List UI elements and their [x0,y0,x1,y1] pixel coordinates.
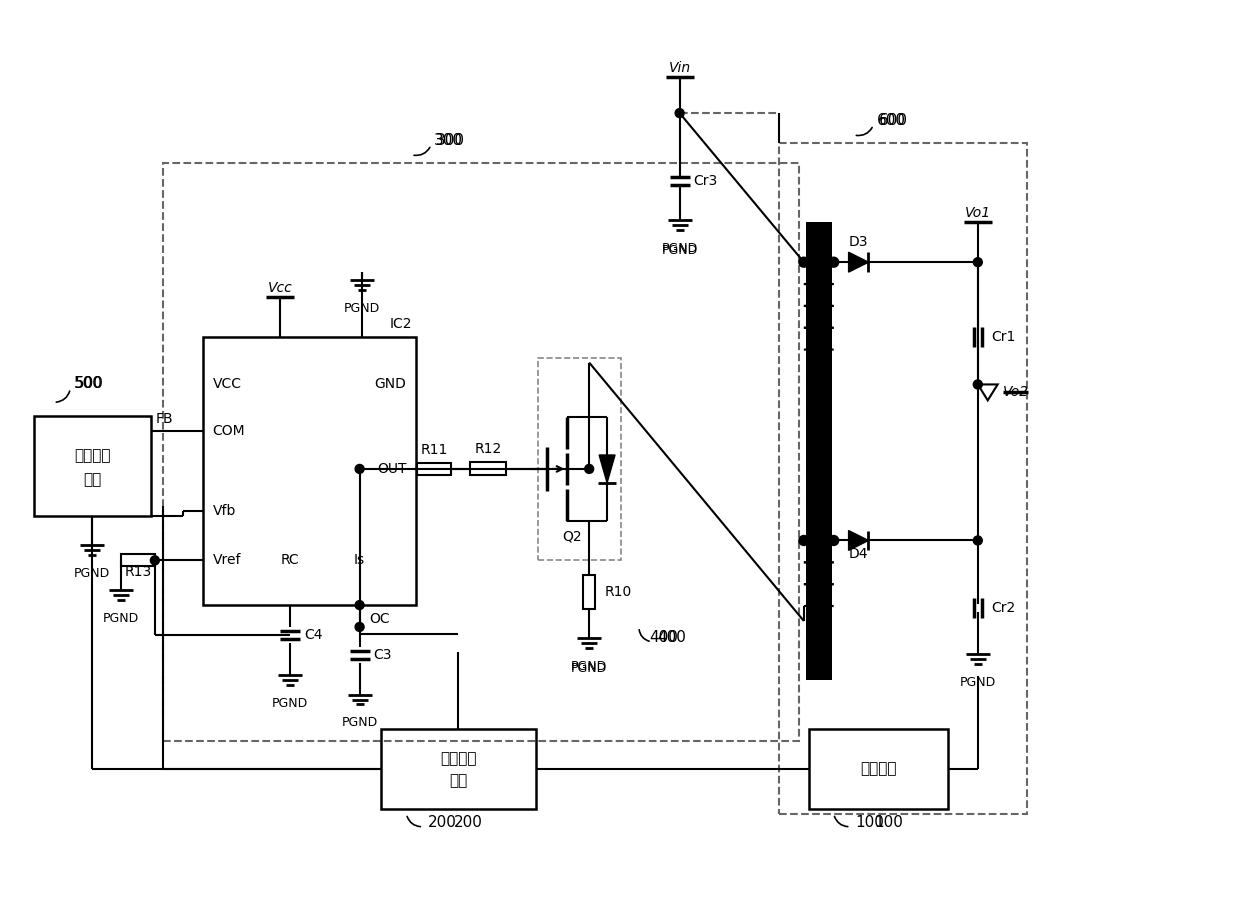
Text: PGND: PGND [103,612,139,625]
Text: 400: 400 [649,630,678,645]
Circle shape [355,622,365,631]
Polygon shape [599,455,615,483]
Bar [583,575,595,609]
Text: 电压反馈: 电压反馈 [74,448,110,464]
Text: Is: Is [355,553,365,568]
Text: D4: D4 [849,548,868,561]
Bar [417,463,451,475]
Bar [33,416,151,516]
Text: 600: 600 [877,113,906,128]
Text: R11: R11 [420,443,448,457]
Text: R12: R12 [474,442,501,456]
Circle shape [828,536,838,546]
Text: 模块: 模块 [83,472,102,487]
Bar [382,730,536,809]
Text: C4: C4 [304,628,322,642]
Text: 检测模块: 检测模块 [861,762,897,776]
Text: 100: 100 [856,814,884,830]
Text: D3: D3 [849,235,868,250]
Circle shape [799,257,808,267]
Circle shape [585,465,594,474]
Text: Vcc: Vcc [268,281,293,295]
Bar [122,555,155,567]
Bar [537,358,621,560]
Text: R13: R13 [124,565,151,579]
Text: IC2: IC2 [389,317,412,331]
Text: PGND: PGND [272,697,309,710]
Bar [162,163,799,742]
Text: VCC: VCC [212,377,242,392]
Text: OC: OC [370,612,391,626]
Text: 600: 600 [878,113,908,128]
Text: PGND: PGND [572,660,608,672]
Bar [808,730,949,809]
Text: RC: RC [280,553,299,568]
Text: OUT: OUT [377,462,407,476]
Text: Cr1: Cr1 [992,330,1016,343]
Bar [202,337,417,605]
Text: GND: GND [374,377,407,392]
Text: Vo2: Vo2 [1002,385,1029,399]
Text: Vin: Vin [668,61,691,76]
Text: FB: FB [156,412,174,426]
Text: 200: 200 [428,814,458,830]
Circle shape [828,257,838,267]
Text: 300: 300 [434,133,463,148]
Text: Cr3: Cr3 [693,174,718,188]
Text: Vref: Vref [212,553,241,568]
Circle shape [150,556,159,565]
Circle shape [973,380,982,389]
Text: PGND: PGND [960,676,996,689]
Bar [806,222,832,680]
Circle shape [973,536,982,545]
Text: PGND: PGND [661,242,698,255]
Bar [470,463,506,476]
Text: Q2: Q2 [563,529,582,544]
Text: Vo1: Vo1 [965,207,991,220]
Text: 500: 500 [74,376,103,392]
Text: PGND: PGND [661,244,698,257]
Text: PGND: PGND [341,716,378,730]
Text: 短路反馈: 短路反馈 [440,752,476,767]
Circle shape [355,600,365,609]
Circle shape [675,108,684,118]
Text: Vfb: Vfb [212,504,236,517]
Circle shape [799,536,808,546]
Text: PGND: PGND [74,568,110,580]
Text: C3: C3 [373,648,392,661]
Text: Cr2: Cr2 [992,601,1016,615]
Text: PGND: PGND [572,661,608,675]
Bar [779,143,1028,814]
Text: 500: 500 [76,376,104,392]
Text: 100: 100 [874,814,903,830]
Circle shape [973,258,982,267]
Text: R10: R10 [605,585,632,599]
Polygon shape [848,252,868,272]
Polygon shape [848,530,868,550]
Text: 200: 200 [454,814,482,830]
Text: COM: COM [212,425,246,438]
Text: PGND: PGND [343,302,379,315]
Text: 300: 300 [436,133,465,148]
Text: 模块: 模块 [449,773,467,789]
Circle shape [355,465,365,474]
Text: 400: 400 [657,630,686,645]
